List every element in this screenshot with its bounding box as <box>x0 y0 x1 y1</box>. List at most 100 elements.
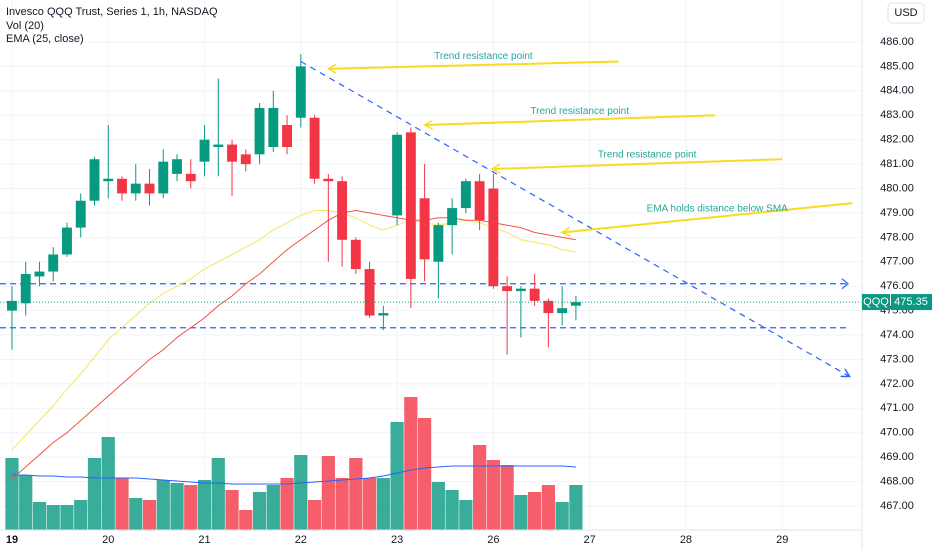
volume-bar <box>321 456 335 530</box>
volume-bar <box>252 492 267 530</box>
candle-body <box>185 173 196 182</box>
candle-body <box>117 178 127 194</box>
volume-bar <box>294 455 308 530</box>
y-tick-label: 482.00 <box>880 134 914 146</box>
volume-bar <box>211 458 225 530</box>
volume-bar <box>115 478 129 530</box>
volume-bar <box>431 482 445 530</box>
volume-bar <box>349 458 363 530</box>
candle-body <box>62 227 72 255</box>
annotation-text: Trend resistance point <box>598 150 697 161</box>
level-arrow <box>841 278 849 290</box>
candle-body <box>172 159 182 174</box>
volume-bar <box>459 500 473 530</box>
y-tick-label: 481.00 <box>880 158 914 170</box>
y-tick-label: 486.00 <box>880 36 914 48</box>
annotation-text: Trend resistance point <box>530 106 629 117</box>
y-tick-label: 476.00 <box>880 280 914 292</box>
volume-bar <box>74 500 88 530</box>
candle-body <box>199 139 210 162</box>
x-tick-label: 20 <box>102 534 114 546</box>
candle-body <box>158 161 169 194</box>
candle-body <box>34 271 45 277</box>
y-tick-label: 472.00 <box>880 378 914 390</box>
volume-bar <box>5 458 19 530</box>
volume-bar <box>390 422 404 530</box>
volume-bar <box>362 478 377 530</box>
candle-body <box>543 300 554 314</box>
candle-body <box>378 313 389 316</box>
volume-bar <box>197 480 212 530</box>
annotation-text: Trend resistance point <box>434 51 533 62</box>
x-tick-label: 27 <box>584 534 596 546</box>
volume-bar <box>142 500 157 530</box>
moving-average <box>11 210 576 451</box>
y-tick-label: 480.00 <box>880 182 914 194</box>
candle-body <box>130 183 141 194</box>
candle-body <box>7 300 17 311</box>
y-tick-label: 479.00 <box>880 207 914 219</box>
candle-body <box>282 125 293 148</box>
volume-bar <box>473 445 487 530</box>
last-price-label: 475.35 <box>894 296 928 308</box>
currency[interactable]: USD <box>894 7 917 19</box>
chart-title: Invesco QQQ Trust, Series 1, 1h, NASDAQ <box>6 6 218 18</box>
candle-body <box>529 288 540 301</box>
y-tick-label: 477.00 <box>880 256 914 268</box>
price-badge <box>891 294 932 311</box>
symbol-label: QQQ <box>863 296 889 308</box>
candle-body <box>405 132 416 279</box>
volume-bar <box>569 485 583 530</box>
volume-bar <box>514 495 528 530</box>
volume-bar <box>101 437 115 530</box>
indicator-label: Vol (20) <box>6 20 44 32</box>
volume-bar <box>266 485 280 530</box>
volume-bar <box>129 498 143 530</box>
volume-bar <box>418 418 432 530</box>
y-tick-label: 484.00 <box>880 85 914 97</box>
candle-body <box>103 178 114 182</box>
annotation-arrow <box>491 158 783 170</box>
volume-bar <box>32 502 47 530</box>
volume-bar <box>19 475 33 530</box>
x-tick-label: 19 <box>6 534 18 546</box>
candle-body <box>75 200 86 228</box>
currency-button[interactable] <box>887 2 925 24</box>
volume-bar <box>170 483 184 530</box>
candle-body <box>488 188 499 287</box>
y-tick-label: 468.00 <box>880 475 914 487</box>
annotation-arrow <box>328 60 619 70</box>
volume-bar <box>486 460 500 530</box>
annotation-arrowhead <box>490 163 501 174</box>
candle-body <box>474 181 485 221</box>
indicator-label: EMA (25, close) <box>6 33 84 45</box>
x-tick-label: 26 <box>487 534 499 546</box>
annotation-arrowhead <box>423 119 433 130</box>
volume-bar <box>500 465 514 530</box>
candle-body <box>20 273 31 304</box>
y-tick-label: 470.00 <box>880 427 914 439</box>
y-tick-label: 467.00 <box>880 500 914 512</box>
candle-body <box>557 308 568 314</box>
moving-average <box>11 209 576 480</box>
candle-body <box>254 107 265 155</box>
y-tick-label: 473.00 <box>880 353 914 365</box>
candle-body <box>364 269 375 316</box>
candle-body <box>502 286 513 292</box>
candle-body <box>323 178 334 182</box>
candle-body <box>433 225 444 262</box>
candle-body <box>295 66 306 118</box>
volume-bar <box>239 510 253 530</box>
volume-bar <box>404 397 418 530</box>
volume-bar <box>280 478 294 530</box>
annotation-arrowhead <box>326 63 337 74</box>
volume-bar <box>555 502 569 530</box>
y-tick-label: 485.00 <box>880 60 914 72</box>
trendline-arrow <box>840 368 851 378</box>
volume-bar <box>307 500 322 530</box>
volume-bar <box>445 490 459 530</box>
volume-bar <box>156 480 170 530</box>
symbol-badge <box>862 294 890 311</box>
